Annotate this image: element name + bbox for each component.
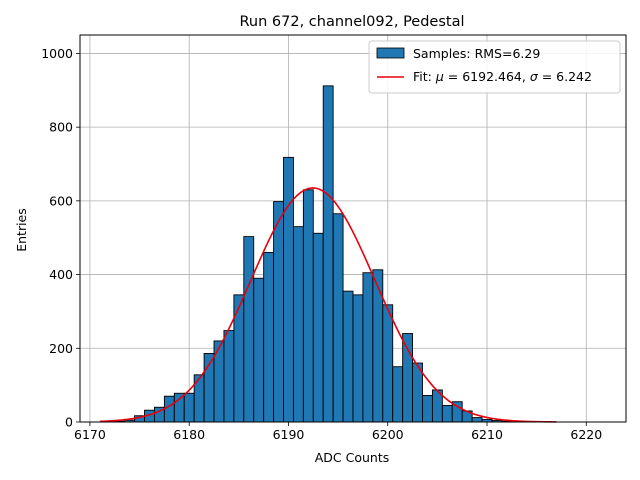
x-tick-label: 6210 [471,427,503,442]
x-axis-label: ADC Counts [315,450,390,465]
y-tick-label: 400 [49,267,73,282]
legend-mu-symbol: μ [435,69,444,84]
histogram-bar [352,294,364,423]
plot-frame [79,34,627,423]
legend-fit-label: Fit: μ = 6192.464, σ = 6.242 [413,69,592,84]
histogram-bar [322,85,334,423]
histogram-bar [342,290,354,423]
histogram-bar [243,236,255,423]
legend-sigma-symbol: σ [530,69,539,84]
x-tick-label: 6180 [173,427,205,442]
x-tick-label: 6190 [273,427,305,442]
chart-title: Run 672, channel092, Pedestal [239,14,464,30]
y-tick-label: 600 [49,193,73,208]
histogram-bar [302,189,314,423]
histogram-bar [392,366,404,423]
y-axis-ticks: 0 200 400 600 800 1000 [41,46,80,430]
y-axis-label: Entries [14,208,29,252]
gaussian-fit-line [99,187,557,423]
histogram-bar [372,269,384,423]
histogram-bar [173,392,185,423]
histogram-bar [253,277,265,423]
histogram-bars [114,85,513,423]
legend-fit-prefix: Fit: [413,69,436,84]
histogram-bar [402,333,414,423]
histogram-bar [362,272,374,423]
histogram-bar [292,226,304,423]
y-tick-label: 0 [65,415,73,430]
x-tick-label: 6220 [570,427,602,442]
y-tick-label: 1000 [41,46,73,61]
legend-histogram-swatch [376,47,405,59]
histogram-bar [382,304,394,423]
legend-samples-label: Samples: RMS=6.29 [413,46,540,61]
histogram-bar [273,201,284,423]
histogram-bar [422,395,433,423]
histogram-bar [283,156,294,423]
legend-sigma-text: = 6.242 [538,69,592,84]
histogram-bar [263,252,275,423]
x-axis-ticks: 6170 6180 6190 6200 6210 6220 [74,422,602,442]
x-tick-label: 6200 [372,427,404,442]
histogram-bar [332,213,344,423]
histogram-bar [223,330,235,423]
legend-mu-text: = 6192.464, [444,69,530,84]
histogram-bar [441,404,453,423]
y-tick-label: 200 [49,341,73,356]
histogram-bar [312,232,324,423]
histogram-bar [163,395,175,423]
histogram-bar [183,392,195,423]
legend: Samples: RMS=6.29 Fit: μ = 6192.464, σ =… [368,40,621,94]
x-tick-label: 6170 [74,427,106,442]
y-tick-label: 800 [49,120,73,135]
histogram-bar [471,417,483,423]
legend-box [368,40,621,94]
